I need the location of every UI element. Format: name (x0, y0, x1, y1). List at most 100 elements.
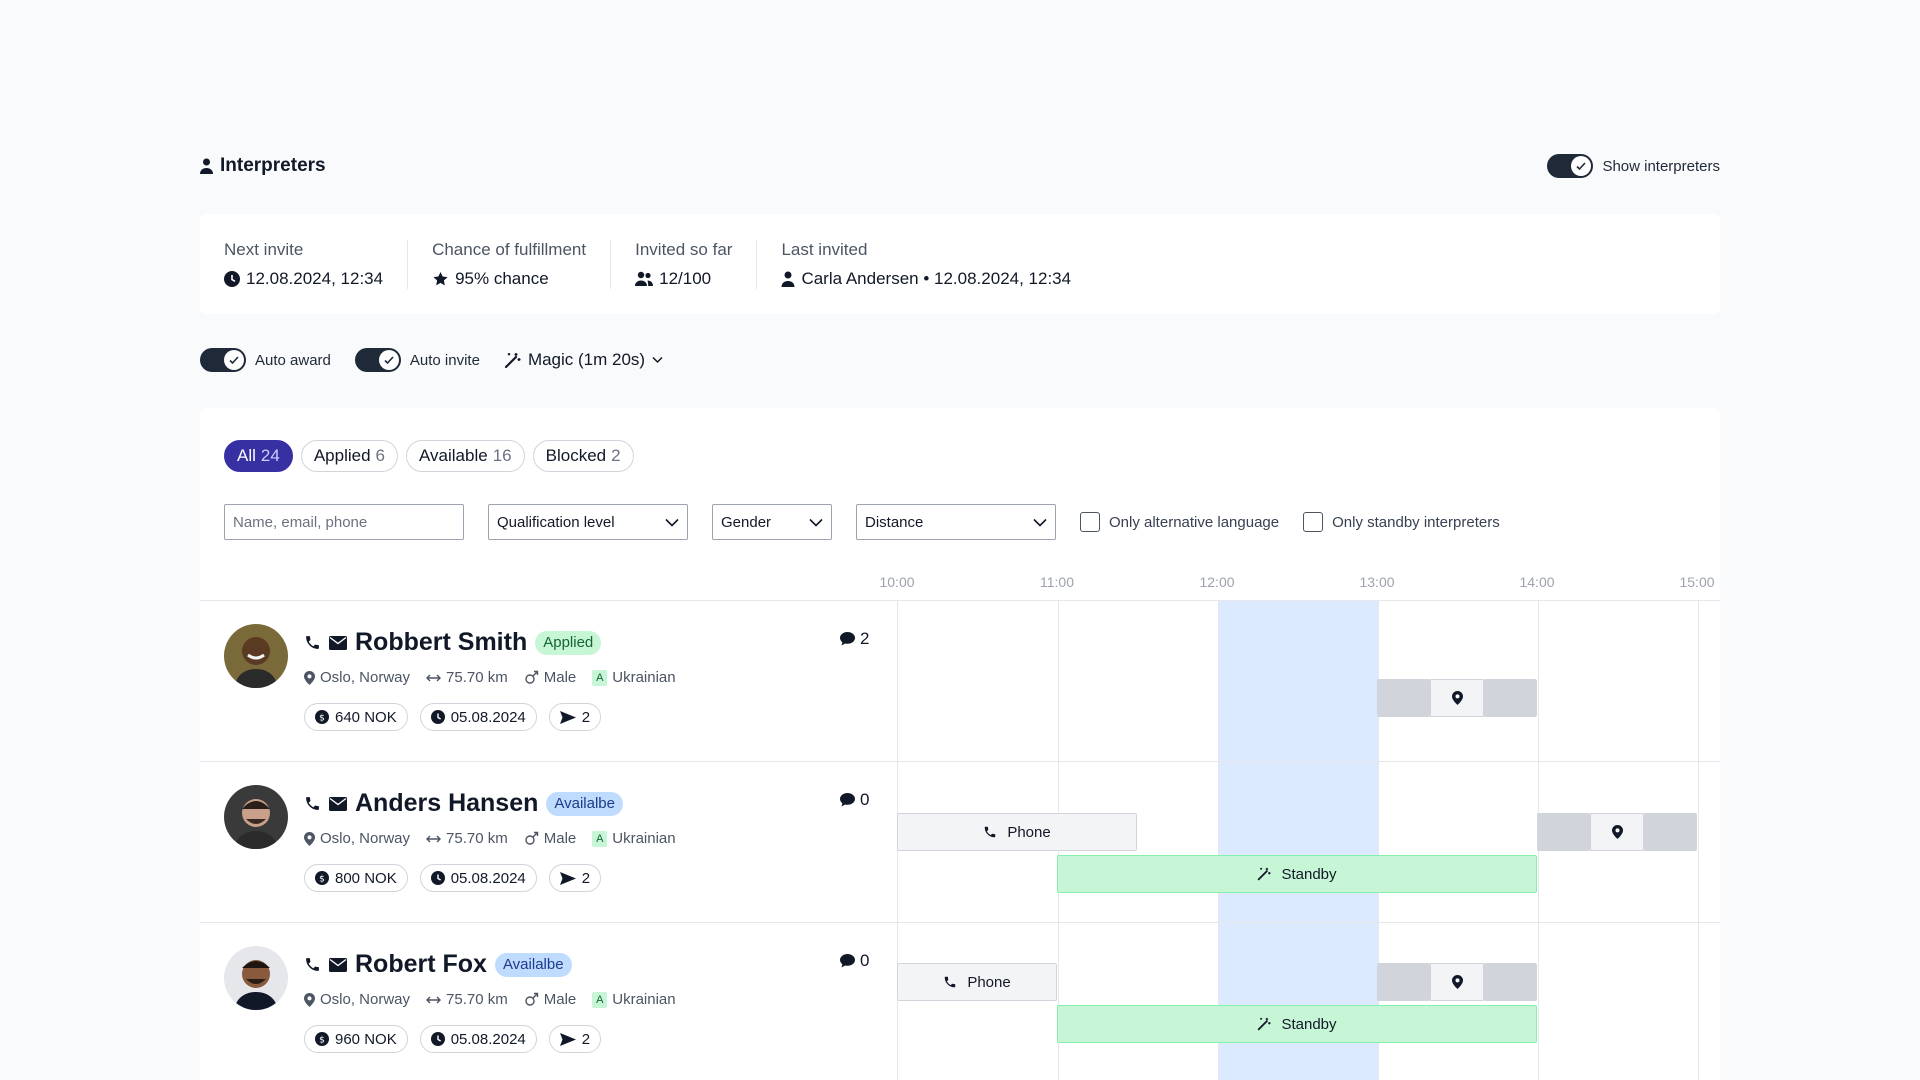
tab-all[interactable]: All 24 (224, 440, 293, 472)
message-count[interactable]: 0 (840, 790, 869, 810)
standby-slot[interactable]: Standby (1057, 855, 1537, 893)
interpreter-name[interactable]: Anders Hansen (355, 789, 539, 817)
interpreter-row[interactable]: Robbert Smith Applied 2 Oslo, Norway 75.… (200, 601, 1720, 762)
phone-slot[interactable]: Phone (897, 813, 1137, 851)
status-badge: Applied (535, 630, 602, 655)
distance-select[interactable]: Distance (856, 504, 1056, 540)
tab-blocked[interactable]: Blocked 2 (532, 440, 634, 472)
interpreter-row[interactable]: Robert Fox Availalbe 0 Oslo, Norway 75.7… (200, 923, 1720, 1080)
status-badge: Availalbe (546, 791, 623, 816)
date-chip: 05.08.2024 (419, 703, 537, 731)
stat-last-invited: Last invited Carla Andersen • 12.08.2024… (781, 239, 1072, 288)
checkbox[interactable] (1080, 512, 1100, 532)
send-icon (559, 871, 576, 885)
phone-icon[interactable] (304, 956, 321, 973)
time-label: 12:00 (1199, 574, 1235, 590)
info-chips: $800 NOK 05.08.2024 2 (304, 864, 602, 892)
clock-icon (430, 1032, 445, 1046)
person-icon (781, 271, 795, 287)
chevron-down-icon (1033, 518, 1047, 527)
location-pin-icon (1451, 975, 1463, 989)
search-input[interactable] (224, 504, 464, 540)
email-icon[interactable] (329, 957, 347, 972)
language-icon: A (592, 991, 608, 1008)
location-slot[interactable] (1377, 679, 1538, 717)
time-label: 11:00 (1040, 574, 1074, 590)
interpreter-name[interactable]: Robbert Smith (355, 628, 528, 656)
location-pin-icon (304, 992, 315, 1007)
email-icon[interactable] (329, 796, 347, 811)
standby-slot[interactable]: Standby (1057, 1005, 1537, 1043)
clock-icon (430, 871, 445, 885)
price-chip: $640 NOK (304, 703, 408, 731)
interpreters-header: Interpreters Show interpreters (200, 152, 1720, 180)
chevron-down-icon (665, 518, 679, 527)
clock-icon (430, 710, 445, 724)
price-chip: $960 NOK (304, 1025, 408, 1053)
interpreter-name[interactable]: Robert Fox (355, 950, 487, 978)
phone-slot[interactable]: Phone (897, 963, 1057, 1001)
interpreter-rows: Robbert Smith Applied 2 Oslo, Norway 75.… (200, 600, 1720, 1080)
checkbox[interactable] (1303, 512, 1324, 532)
interpreter-row[interactable]: Anders Hansen Availalbe 0 Oslo, Norway 7… (200, 762, 1720, 923)
time-label: 14:00 (1519, 574, 1555, 590)
info-chips: $640 NOK 05.08.2024 2 (304, 703, 602, 731)
toggle-switch[interactable] (200, 348, 246, 372)
gender-icon (525, 831, 538, 845)
toggle-switch[interactable] (354, 348, 401, 372)
status-badge: Availalbe (494, 952, 572, 977)
message-count[interactable]: 0 (840, 951, 869, 971)
location-pin-icon (1611, 825, 1623, 839)
invites-chip: 2 (548, 703, 602, 731)
section-title: Interpreters (200, 155, 326, 177)
check-icon (1576, 162, 1587, 171)
language-icon: A (592, 830, 608, 847)
price-chip: $800 NOK (304, 864, 408, 892)
phone-icon[interactable] (304, 795, 321, 812)
auto-invite-toggle[interactable]: Auto invite (354, 348, 480, 372)
location-slot[interactable] (1537, 813, 1698, 851)
send-icon (559, 710, 576, 724)
name-line: Robert Fox Availalbe (304, 950, 572, 979)
date-chip: 05.08.2024 (419, 864, 537, 892)
alt-language-checkbox[interactable]: Only alternative language (1080, 512, 1279, 532)
avatar (224, 785, 288, 849)
show-interpreters-toggle[interactable]: Show interpreters (1547, 154, 1720, 178)
check-icon (229, 356, 239, 365)
coin-icon: $ (315, 1032, 329, 1046)
qualification-select[interactable]: Qualification level (488, 504, 688, 540)
chevron-down-icon (652, 356, 663, 364)
email-icon[interactable] (329, 635, 347, 650)
auto-award-toggle[interactable]: Auto award (200, 348, 331, 372)
time-axis: 10:00 11:00 12:00 13:00 14:00 15:00 (879, 574, 1720, 594)
chevron-down-icon (809, 518, 823, 527)
slot-pin (1429, 963, 1485, 1001)
coin-icon: $ (315, 871, 329, 885)
time-label: 15:00 (1679, 574, 1715, 590)
toggle-switch[interactable] (1547, 154, 1594, 178)
coin-icon: $ (315, 710, 329, 724)
svg-text:$: $ (319, 875, 325, 885)
slot-pin (1429, 679, 1485, 717)
tab-applied[interactable]: Applied 6 (300, 440, 399, 472)
tab-available[interactable]: Available 16 (406, 440, 525, 472)
distance-arrows-icon (426, 835, 442, 842)
slot-segment (1377, 963, 1430, 1001)
standby-only-checkbox[interactable]: Only standby interpreters (1303, 512, 1500, 532)
message-count[interactable]: 2 (840, 629, 869, 649)
stats-card: Next invite 12.08.2024, 12:34 Chance of … (200, 214, 1720, 314)
invites-chip: 2 (548, 864, 602, 892)
date-chip: 05.08.2024 (419, 1025, 537, 1053)
stat-invited: Invited so far 12/100 (635, 239, 758, 289)
gender-select[interactable]: Gender (712, 504, 832, 540)
phone-icon[interactable] (304, 634, 321, 651)
name-line: Robbert Smith Applied (304, 628, 602, 657)
slot-segment (1484, 963, 1538, 1001)
magic-dropdown[interactable]: Magic (1m 20s) (504, 350, 663, 370)
phone-icon (985, 826, 996, 838)
timeline-highlight (1218, 601, 1378, 1080)
name-line: Anders Hansen Availalbe (304, 789, 623, 818)
location-slot[interactable] (1377, 963, 1538, 1001)
gridline (1218, 601, 1219, 1080)
